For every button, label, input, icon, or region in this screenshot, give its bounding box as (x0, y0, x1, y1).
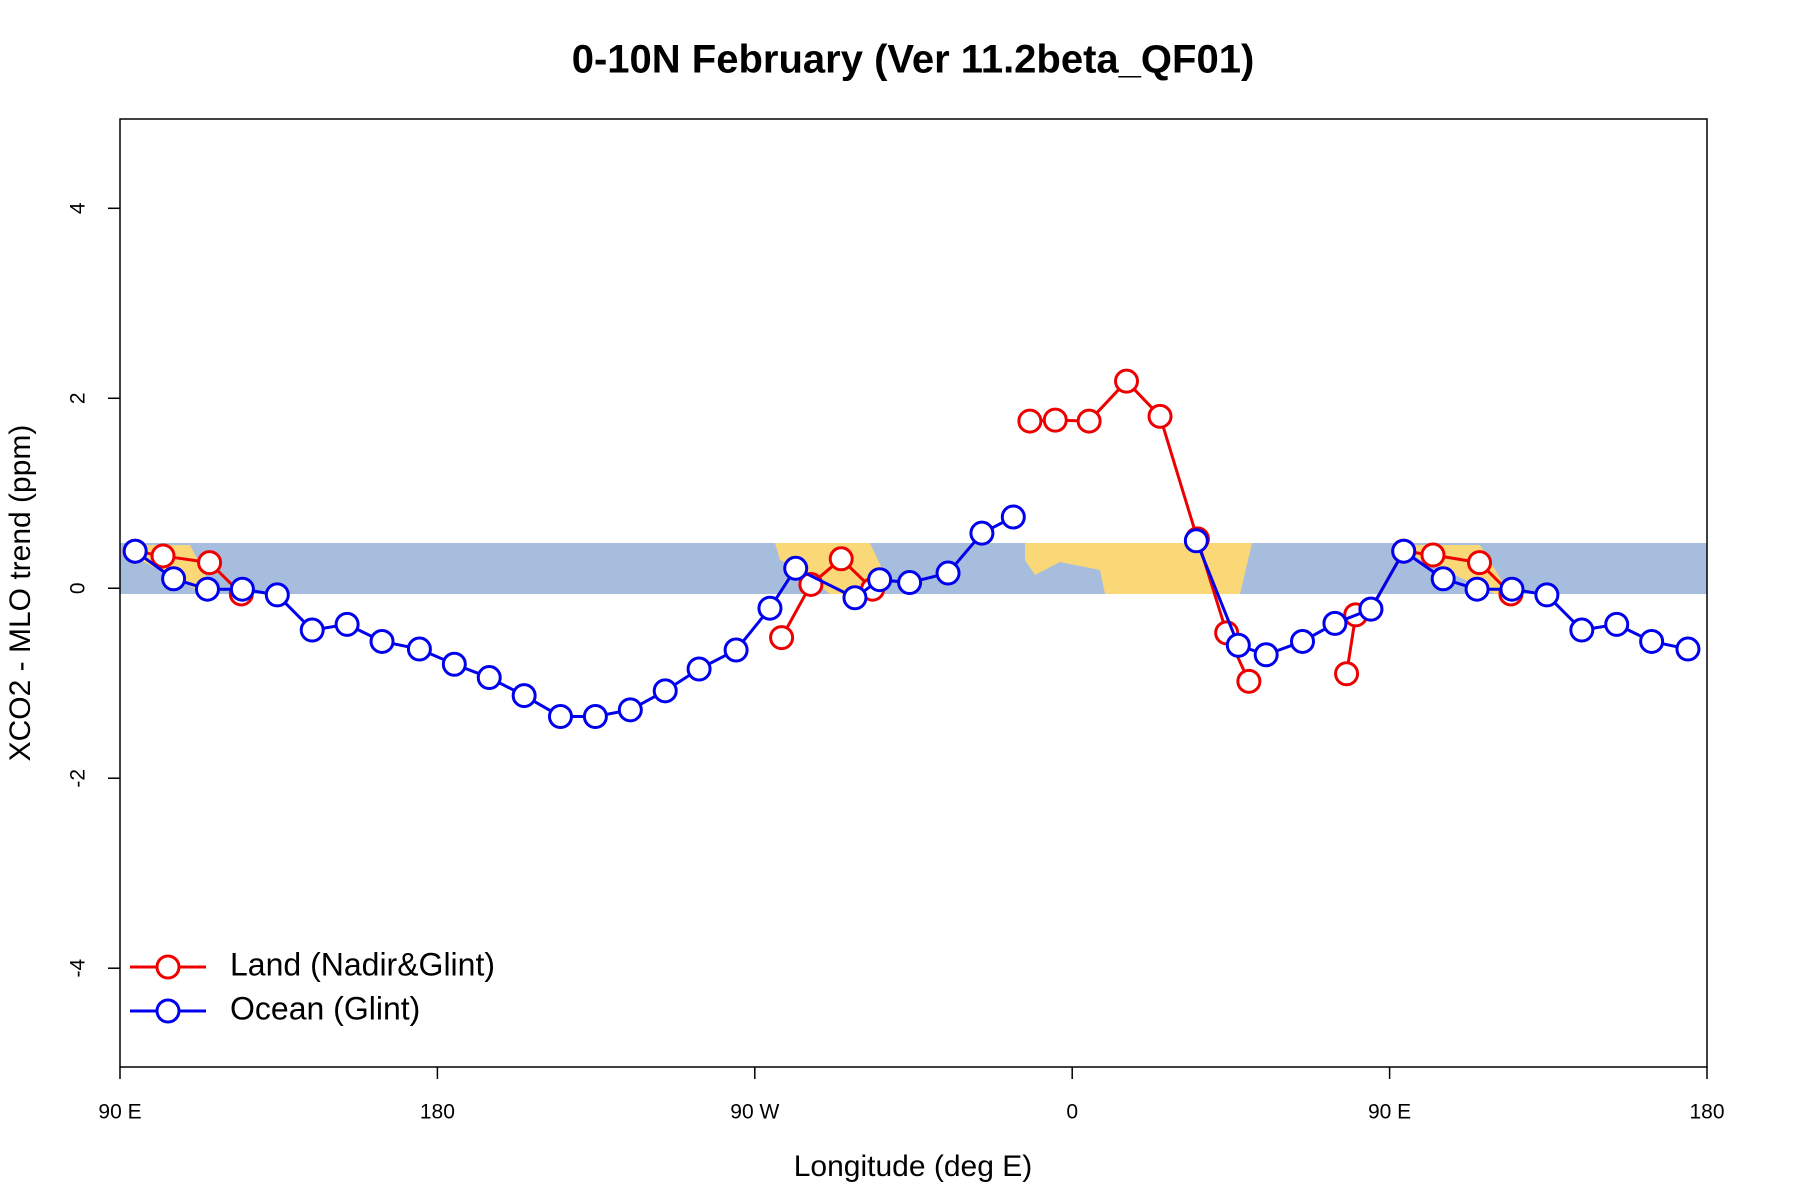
data-point (547, 703, 573, 729)
legend-label: Ocean (Glint) (230, 990, 420, 1026)
data-point (1289, 628, 1315, 654)
data-point (1430, 566, 1456, 592)
plot-frame (119, 118, 1708, 1068)
legend-marker (155, 954, 181, 980)
data-point (1000, 504, 1026, 530)
data-point (1358, 596, 1384, 622)
y-tick-label: 0 (67, 582, 90, 594)
data-point (969, 520, 995, 546)
data-point (652, 678, 678, 704)
data-point (150, 543, 176, 569)
land-shape (1025, 543, 1252, 594)
x-tick-label: 90 E (98, 1101, 141, 1124)
data-point (122, 538, 148, 564)
data-point (1225, 632, 1251, 658)
data-point (1604, 611, 1630, 637)
data-point (299, 617, 325, 643)
data-point (406, 636, 432, 662)
data-point (1076, 408, 1102, 434)
x-tick-label: 90 E (1368, 1101, 1411, 1124)
data-point (511, 683, 537, 709)
data-point (935, 560, 961, 586)
legend-marker (155, 998, 181, 1024)
data-point (723, 637, 749, 663)
data-point (1334, 661, 1360, 687)
x-axis-label: Longitude (deg E) (794, 1150, 1033, 1183)
x-tick-label: 180 (1689, 1101, 1724, 1124)
y-tick-label: -4 (67, 959, 90, 978)
data-point (1114, 368, 1140, 394)
data-point (757, 595, 783, 621)
data-point (1391, 538, 1417, 564)
x-tick-label: 180 (420, 1101, 455, 1124)
data-point (1639, 628, 1665, 654)
data-point (334, 611, 360, 637)
data-point (1253, 642, 1279, 668)
data-point (1017, 408, 1043, 434)
data-point (842, 585, 868, 611)
data-point (897, 570, 923, 596)
data-point (161, 566, 187, 592)
data-point (1534, 582, 1560, 608)
data-point (1042, 407, 1068, 433)
data-point (1236, 668, 1262, 694)
data-point (194, 576, 220, 602)
y-tick-label: 4 (67, 202, 90, 214)
data-point (476, 665, 502, 691)
y-axis-label: XCO2 - MLO trend (ppm) (4, 425, 37, 762)
x-tick-label: 0 (1066, 1101, 1078, 1124)
chart-title: 0-10N February (Ver 11.2beta_QF01) (572, 38, 1255, 82)
series-line (134, 378, 1512, 682)
data-point (1569, 617, 1595, 643)
y-tick-label: 2 (67, 392, 90, 404)
data-point (1183, 528, 1209, 554)
data-point (1420, 542, 1446, 568)
data-point (828, 546, 854, 572)
y-tick-label: -2 (67, 769, 90, 788)
data-point (441, 651, 467, 677)
x-tick-label: 90 W (730, 1101, 779, 1124)
data-point (1675, 636, 1701, 662)
data-point (867, 567, 893, 593)
data-point (582, 703, 608, 729)
data-point (264, 582, 290, 608)
data-point (1147, 403, 1173, 429)
legend-label: Land (Nadir&Glint) (230, 946, 495, 982)
data-point (617, 697, 643, 723)
data-point (1464, 576, 1490, 602)
data-point (1467, 550, 1493, 576)
data-point (1322, 610, 1348, 636)
data-point (783, 555, 809, 581)
data-point (229, 576, 255, 602)
data-point (686, 656, 712, 682)
data-point (769, 625, 795, 651)
data-point (1499, 576, 1525, 602)
data-point (369, 628, 395, 654)
data-point (197, 550, 223, 576)
